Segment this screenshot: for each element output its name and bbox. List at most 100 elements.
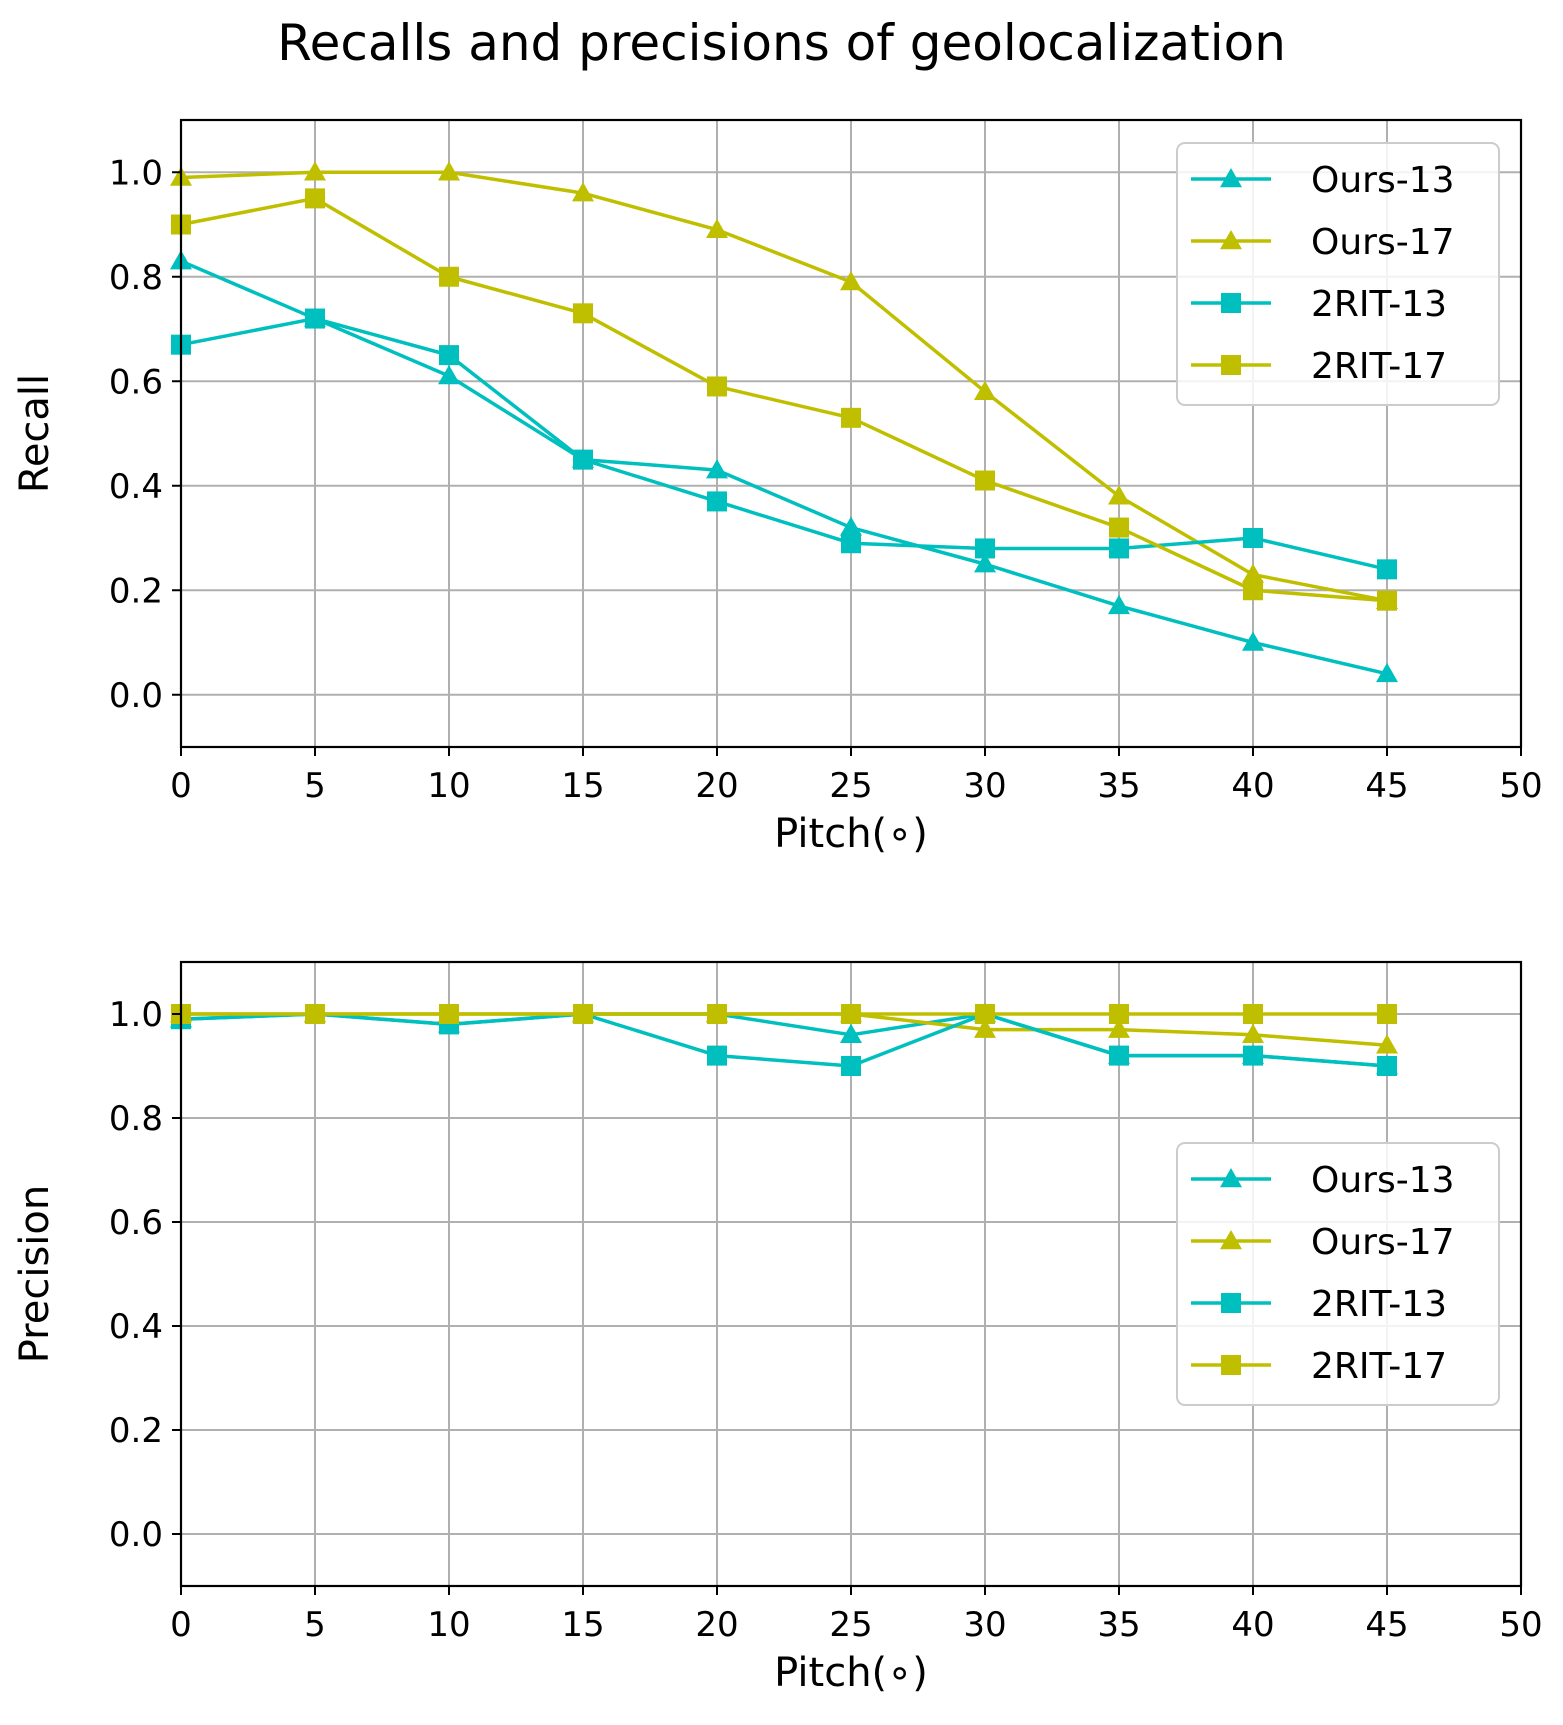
x-tick-label: 15 [561,1605,604,1645]
data-point-2RIT-17 [1109,517,1129,538]
legend: Ours-13 Ours-17 2RIT-13 2RIT-17 [1176,142,1500,406]
legend-label: Ours-13 [1311,1160,1455,1201]
data-point-Ours-17 [706,218,728,238]
x-tick-label: 5 [304,766,326,806]
x-tick-label: 25 [829,1605,872,1645]
data-point-Ours-13 [438,365,460,385]
y-tick-label: 0.8 [109,1099,163,1139]
data-point-Ours-17 [438,161,460,181]
data-point-2RIT-17 [1377,1004,1397,1024]
y-tick-label: 0.6 [109,362,163,402]
x-tick-label: 0 [170,766,192,806]
data-point-2RIT-13 [1377,1056,1397,1076]
data-point-2RIT-17 [841,407,861,428]
chart-panel-2: 0 5 10 15 20 25 30 35 40 45 50 0.0 0.2 0.4 0.6 0.8 1.0 Pi… [12,960,1543,1696]
legend-marker-2RIT-17 [1221,1355,1241,1375]
x-tick-label: 5 [304,1605,326,1645]
x-tick-label: 10 [427,1605,470,1645]
data-point-2RIT-17 [975,470,995,491]
x-axis-label: Pitch(∘) [774,1650,928,1696]
x-tick-label: 15 [561,766,604,806]
data-point-2RIT-13 [1377,559,1397,580]
y-tick-label: 0.0 [109,1515,163,1555]
legend-marker-Ours-17 [1220,230,1242,250]
legend-box [1176,1142,1500,1406]
data-point-Ours-17 [572,182,594,202]
series-line-2RIT-13 [180,316,1388,572]
data-point-2RIT-17 [707,1004,727,1024]
data-point-2RIT-17 [439,266,459,287]
data-point-2RIT-17 [1109,1004,1129,1024]
y-tick-label: 0.0 [109,676,163,716]
legend-marker-Ours-13 [1220,168,1242,188]
data-point-2RIT-17 [1243,1004,1263,1024]
series-line-2RIT-17 [180,196,1388,603]
y-tick-label: 0.2 [109,571,163,611]
data-point-Ours-17 [974,380,996,400]
x-axis-label: Pitch(∘) [774,811,928,857]
series-line-Ours-13 [180,259,1388,676]
legend: Ours-13 Ours-17 2RIT-13 2RIT-17 [1176,1142,1500,1406]
data-point-2RIT-17 [975,1004,995,1024]
data-point-2RIT-13 [439,345,459,366]
y-tick-label: 0.6 [109,1203,163,1243]
data-point-2RIT-13 [707,1045,727,1066]
x-tick-label: 30 [963,766,1006,806]
legend-box [1176,142,1500,406]
data-point-2RIT-17 [707,376,727,397]
legend-marker-2RIT-17 [1221,355,1241,375]
x-tick-label: 20 [695,766,738,806]
y-axis-label: Recall [12,374,58,493]
x-tick-label: 35 [1097,1605,1140,1645]
data-point-Ours-17 [1108,485,1130,505]
data-point-2RIT-13 [707,491,727,512]
legend-label: Ours-17 [1311,1222,1455,1263]
data-point-Ours-13 [974,553,996,573]
legend-marker-Ours-17 [1220,1230,1242,1250]
legend-label: 2RIT-17 [1311,1346,1447,1387]
data-point-Ours-13 [706,459,728,479]
data-point-2RIT-17 [573,1004,593,1024]
data-point-2RIT-13 [1109,1045,1129,1066]
data-point-2RIT-13 [841,1056,861,1076]
x-tick-label: 40 [1231,1605,1274,1645]
data-point-Ours-17 [840,270,862,291]
y-tick-label: 1.0 [109,153,163,193]
x-tick-label: 30 [963,1605,1006,1645]
y-tick-label: 0.8 [109,258,163,298]
series-line-Ours-17 [180,170,1388,603]
data-point-2RIT-13 [1243,1045,1263,1066]
data-point-Ours-13 [840,516,862,536]
data-point-Ours-17 [974,1018,996,1038]
data-point-2RIT-13 [841,533,861,554]
legend-marker-2RIT-13 [1221,293,1241,313]
y-tick-label: 1.0 [109,995,163,1035]
legend-label: Ours-17 [1311,222,1455,263]
legend-label: 2RIT-13 [1311,1284,1447,1325]
data-point-Ours-13 [840,1023,862,1044]
data-point-2RIT-17 [305,1004,325,1024]
legend-label: 2RIT-13 [1311,284,1447,325]
data-point-2RIT-13 [1109,538,1129,559]
data-point-2RIT-17 [439,1004,459,1024]
x-tick-label: 40 [1231,766,1274,806]
data-point-Ours-17 [1376,1034,1398,1054]
legend-label: 2RIT-17 [1311,346,1447,387]
data-point-Ours-17 [1242,563,1264,583]
data-point-Ours-17 [1242,1023,1264,1044]
x-tick-label: 25 [829,766,872,806]
legend-marker-2RIT-13 [1221,1293,1241,1313]
legend-label: Ours-13 [1311,160,1455,201]
data-point-Ours-13 [1376,662,1398,683]
x-tick-label: 0 [170,1605,192,1645]
x-tick-label: 10 [427,766,470,806]
y-tick-label: 0.4 [109,1307,163,1347]
x-tick-label: 50 [1499,1605,1542,1645]
y-axis-label: Precision [12,1185,58,1363]
figure-title: Recalls and precisions of geolocalizatio… [277,14,1286,72]
chart-panel-1: 0 5 10 15 20 25 30 35 40 45 50 0.0 0.2 0.4 0.6 0.8 1.0 Pi… [12,118,1543,857]
data-point-2RIT-13 [573,449,593,470]
data-point-2RIT-13 [975,538,995,559]
legend-marker-Ours-13 [1220,1168,1242,1188]
